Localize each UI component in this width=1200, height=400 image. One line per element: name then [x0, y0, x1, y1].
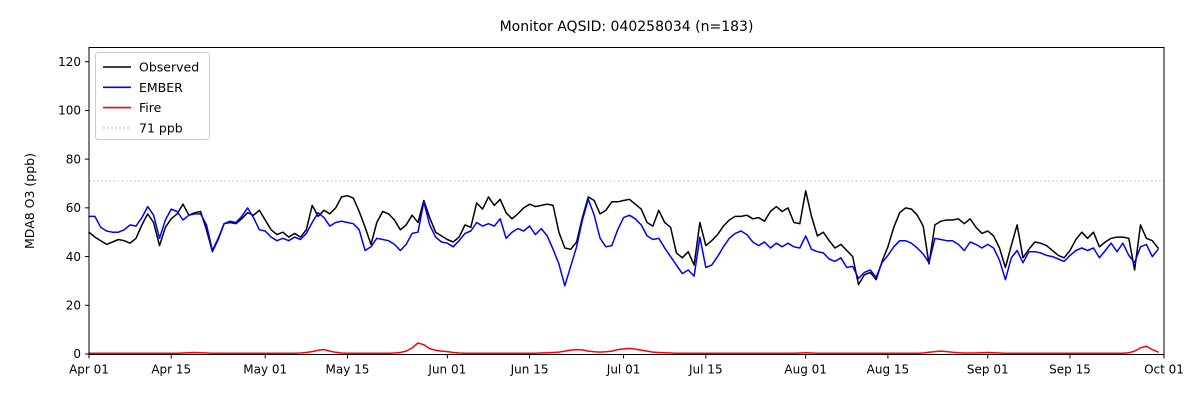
fire-line: [88, 342, 1159, 355]
legend-label: Observed: [139, 60, 199, 75]
plot-border: [88, 47, 1165, 355]
y-tick-label: 60: [66, 201, 81, 215]
x-tick-label: Sep 15: [1049, 363, 1091, 377]
chart-title: Monitor AQSID: 040258034 (n=183): [500, 19, 754, 35]
legend-label: Fire: [139, 100, 162, 115]
legend: Observed EMBER Fire 71 ppb: [95, 52, 210, 140]
x-tick-label: Apr 15: [151, 363, 191, 377]
y-tick-label: 120: [58, 55, 81, 69]
y-tick-label: 20: [66, 298, 81, 312]
x-tick-label: Sep 01: [967, 363, 1009, 377]
x-tick-label: May 01: [243, 363, 287, 377]
x-tick-label: Oct 01: [1144, 363, 1184, 377]
y-tick-label: 0: [73, 347, 81, 361]
y-tick-label: 100: [58, 104, 81, 118]
x-tick-label: Aug 15: [867, 363, 910, 377]
y-tick-label: 40: [66, 250, 81, 264]
x-tick-label: May 15: [326, 363, 370, 377]
ember-line: [88, 198, 1159, 287]
x-tick-label: Jul 01: [606, 363, 641, 377]
legend-label: 71 ppb: [139, 120, 183, 135]
legend-box: [95, 52, 210, 140]
y-tick-label: 80: [66, 152, 81, 166]
y-axis-label: MDA8 O3 (ppb): [22, 153, 37, 249]
observed-line: [88, 190, 1159, 286]
x-tick-label: Jun 15: [510, 363, 549, 377]
x-tick-label: Apr 01: [69, 363, 109, 377]
x-tick-label: Jul 15: [688, 363, 723, 377]
legend-label: EMBER: [139, 80, 183, 95]
x-tick-label: Jun 01: [427, 363, 466, 377]
x-tick-label: Aug 01: [784, 363, 827, 377]
